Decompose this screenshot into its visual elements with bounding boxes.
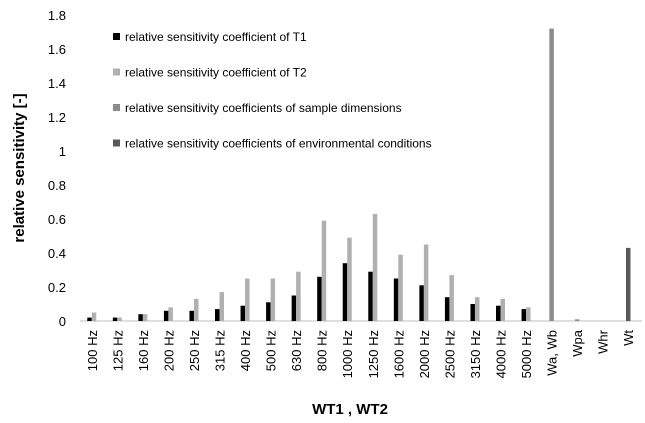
bar xyxy=(474,297,480,321)
bar xyxy=(291,295,297,321)
bar xyxy=(219,292,224,321)
bar xyxy=(444,297,450,321)
bar xyxy=(574,319,580,321)
bar xyxy=(87,317,92,321)
x-tick-label: 125 Hz xyxy=(110,330,125,371)
x-tick-label: 200 Hz xyxy=(161,330,176,371)
bar xyxy=(245,278,250,321)
x-tick-label: 1600 Hz xyxy=(391,330,406,378)
x-tick-label: Wpa xyxy=(570,329,585,357)
x-tick-label: 250 Hz xyxy=(187,330,202,371)
x-axis-label: WT1 , WT2 xyxy=(312,401,388,418)
bar xyxy=(625,247,631,321)
bar xyxy=(163,310,169,321)
y-tick-label: 1 xyxy=(59,144,66,159)
bar xyxy=(117,317,122,321)
bar xyxy=(142,314,148,321)
x-tick-label: 3150 Hz xyxy=(468,330,483,378)
x-tick-label: Wt xyxy=(621,330,636,346)
x-tick-label: 1000 Hz xyxy=(340,330,355,378)
bar xyxy=(296,271,301,321)
bar xyxy=(266,302,271,321)
legend-label: relative sensitivity coefficients of env… xyxy=(125,137,432,151)
bar xyxy=(470,304,475,321)
x-tick-label: 630 Hz xyxy=(289,330,304,371)
bar xyxy=(321,220,327,321)
x-tick-label: 500 Hz xyxy=(264,330,279,371)
x-tick-label: Wa, Wb xyxy=(545,330,560,376)
bar xyxy=(423,244,429,321)
x-tick-label: 2500 Hz xyxy=(442,330,457,378)
y-tick-label: 1.2 xyxy=(48,110,66,125)
legend-swatch xyxy=(113,139,120,147)
y-tick-label: 1.8 xyxy=(48,8,66,23)
y-tick-label: 1.4 xyxy=(48,76,66,91)
y-tick-label: 0.2 xyxy=(48,280,66,295)
bar xyxy=(112,317,118,321)
x-tick-label: 400 Hz xyxy=(238,330,253,371)
bar xyxy=(347,237,352,321)
bar xyxy=(372,213,378,321)
y-tick-label: 0.8 xyxy=(48,178,66,193)
bar xyxy=(419,285,424,321)
bar xyxy=(449,275,454,321)
legend-label: relative sensitivity coefficient of T1 xyxy=(125,30,307,44)
bar xyxy=(496,305,501,321)
x-tick-label: 315 Hz xyxy=(213,330,228,371)
bar xyxy=(138,314,143,321)
bar xyxy=(189,310,194,321)
x-tick-label: 5000 Hz xyxy=(519,330,534,378)
x-tick-label: Whr xyxy=(596,329,611,354)
bar xyxy=(91,312,97,321)
x-tick-label: 800 Hz xyxy=(315,330,330,371)
legend-swatch xyxy=(113,33,120,40)
y-tick-label: 0 xyxy=(59,314,66,329)
bar xyxy=(342,263,348,321)
bar xyxy=(393,278,399,321)
bar xyxy=(270,278,276,321)
legend-label: relative sensitivity coefficients of sam… xyxy=(125,101,402,115)
x-tick-label: 4000 Hz xyxy=(494,330,509,378)
x-tick-label: 160 Hz xyxy=(136,330,151,371)
y-axis-label: relative sensitivity [-] xyxy=(11,93,28,242)
bar xyxy=(317,276,322,321)
bar xyxy=(193,298,199,321)
bar xyxy=(549,28,554,321)
bar xyxy=(240,305,246,321)
x-tick-label: 1250 Hz xyxy=(366,330,381,378)
y-tick-label: 0.6 xyxy=(48,212,66,227)
y-tick-label: 0.4 xyxy=(48,246,66,261)
bar xyxy=(215,309,220,321)
bar xyxy=(500,298,505,321)
x-tick-label: 2000 Hz xyxy=(417,330,432,378)
bar xyxy=(368,271,373,321)
legend-swatch xyxy=(113,68,120,76)
bar xyxy=(521,309,527,321)
legend-swatch xyxy=(113,104,120,111)
bar xyxy=(168,307,173,321)
bar xyxy=(526,307,531,321)
y-tick-label: 1.6 xyxy=(48,42,66,57)
legend-label: relative sensitivity coefficient of T2 xyxy=(125,66,307,80)
bar xyxy=(398,254,403,321)
x-tick-label: 100 Hz xyxy=(85,330,100,371)
